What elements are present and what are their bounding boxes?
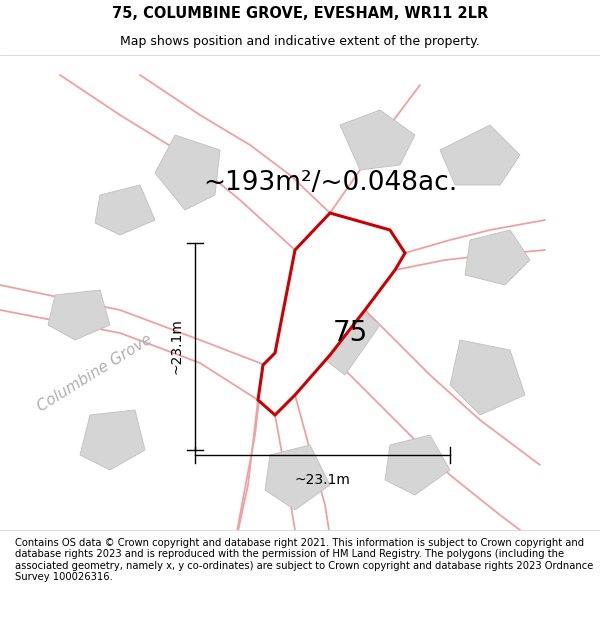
- Polygon shape: [440, 125, 520, 185]
- Text: ~193m²/~0.048ac.: ~193m²/~0.048ac.: [203, 170, 457, 196]
- Text: Columbine Grove: Columbine Grove: [35, 332, 155, 414]
- Polygon shape: [48, 290, 110, 340]
- Polygon shape: [450, 340, 525, 415]
- Polygon shape: [385, 435, 450, 495]
- Polygon shape: [465, 230, 530, 285]
- Polygon shape: [290, 280, 380, 375]
- Text: ~23.1m: ~23.1m: [169, 319, 183, 374]
- Text: 75, COLUMBINE GROVE, EVESHAM, WR11 2LR: 75, COLUMBINE GROVE, EVESHAM, WR11 2LR: [112, 6, 488, 21]
- Polygon shape: [340, 110, 415, 170]
- Text: Contains OS data © Crown copyright and database right 2021. This information is : Contains OS data © Crown copyright and d…: [15, 538, 593, 582]
- Text: ~23.1m: ~23.1m: [295, 473, 350, 487]
- Text: Map shows position and indicative extent of the property.: Map shows position and indicative extent…: [120, 35, 480, 48]
- Polygon shape: [95, 185, 155, 235]
- Polygon shape: [265, 445, 330, 510]
- Polygon shape: [155, 135, 220, 210]
- Polygon shape: [258, 213, 405, 415]
- Text: 75: 75: [332, 319, 368, 347]
- Polygon shape: [80, 410, 145, 470]
